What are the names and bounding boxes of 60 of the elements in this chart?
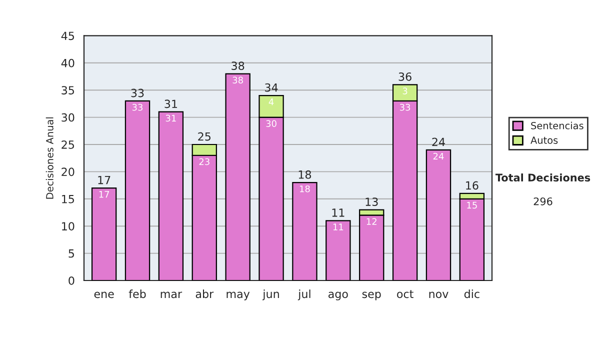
y-tick-label: 0 <box>68 276 74 285</box>
bar <box>124 100 150 280</box>
x-tick-label: sep <box>362 292 381 300</box>
y-tick-label: 5 <box>68 249 74 258</box>
total-label: 13 <box>366 198 378 206</box>
x-tick-label: abr <box>196 290 214 298</box>
data-label: 38 <box>232 76 243 84</box>
total-label: 16 <box>466 181 478 190</box>
data-label: 11 <box>333 224 344 230</box>
x-tick-label: nov <box>429 292 448 298</box>
data-label: 3 <box>402 88 408 94</box>
bar <box>426 149 452 280</box>
bar <box>292 182 318 280</box>
total-label: 24 <box>432 138 445 146</box>
total-label: 25 <box>198 132 210 141</box>
y-tick-label: 25 <box>62 140 74 149</box>
x-tick-label: ene <box>94 292 114 298</box>
data-label: 4 <box>268 98 274 106</box>
y-axis-title: Decisiones Anual <box>46 117 54 199</box>
x-tick-label: jul <box>298 290 310 300</box>
x-tick-label: feb <box>128 290 146 298</box>
data-label: 18 <box>300 185 310 192</box>
total-label: 31 <box>164 100 177 108</box>
data-label: 33 <box>400 104 410 111</box>
y-tick-label: 30 <box>62 113 74 122</box>
data-label: 12 <box>366 218 376 225</box>
data-label: 31 <box>166 114 176 122</box>
bar <box>158 111 184 280</box>
y-tick-label: 20 <box>62 168 74 176</box>
bar <box>225 73 250 280</box>
x-tick-label: mar <box>160 292 182 298</box>
total-label: 11 <box>332 208 344 217</box>
total-label: 34 <box>265 83 278 92</box>
total-label: 38 <box>232 62 244 70</box>
text: 296 <box>534 197 552 206</box>
y-tick-label: 35 <box>62 86 74 94</box>
legend-label: Autos <box>530 136 558 144</box>
bar <box>326 220 351 280</box>
total-label: 36 <box>398 72 412 81</box>
y-tick-label: 40 <box>61 58 74 68</box>
x-tick-label: dic <box>464 290 480 298</box>
y-tick-label: 15 <box>62 195 74 204</box>
text: Total Decisiones <box>495 173 590 182</box>
x-tick-label: ago <box>328 292 348 300</box>
y-tick-label: 10 <box>62 222 74 230</box>
bar <box>91 187 117 280</box>
data-label: 23 <box>199 158 210 166</box>
data-label: 17 <box>99 191 110 198</box>
data-label: 33 <box>132 104 143 111</box>
y-tick-label: 45 <box>61 32 74 40</box>
x-tick-label: jun <box>262 290 279 300</box>
total-label: 33 <box>131 88 144 98</box>
total-label: 17 <box>98 176 110 184</box>
data-label: 15 <box>467 202 477 209</box>
x-tick-label: oct <box>397 290 414 298</box>
data-label: 30 <box>266 120 276 128</box>
total-label: 18 <box>298 170 312 179</box>
x-tick-label: may <box>226 292 250 300</box>
legend-label: Sentencias <box>531 122 584 130</box>
data-label: 24 <box>433 152 444 160</box>
